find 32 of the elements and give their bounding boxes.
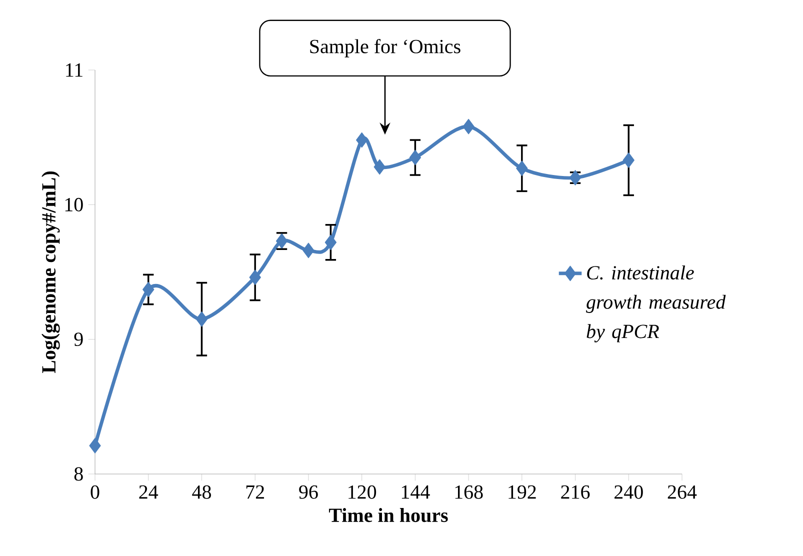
y-tick-label: 10 xyxy=(65,198,83,212)
point xyxy=(409,150,422,166)
legend-label: C. intestinale growth measured by qPCR xyxy=(586,265,726,342)
x-tick-label: 48 xyxy=(192,485,211,499)
x-tick-label: 24 xyxy=(139,485,158,499)
x-tick-label: 240 xyxy=(614,485,643,499)
x-tick-label: 168 xyxy=(455,485,483,499)
point xyxy=(356,132,368,148)
point xyxy=(374,159,386,175)
y-tick-label: 8 xyxy=(74,467,83,481)
x-tick-label: 216 xyxy=(561,485,590,499)
text: Sample for ‘Omics xyxy=(310,39,460,58)
x-tick-label: 120 xyxy=(348,485,376,499)
point xyxy=(302,242,314,258)
y-axis-title: Log(genome copy#/mL) xyxy=(42,172,60,374)
point xyxy=(462,118,474,134)
point xyxy=(324,234,337,250)
point xyxy=(622,152,634,168)
point xyxy=(196,311,208,327)
x-tick-label: 96 xyxy=(299,485,318,499)
y-tick-label: 11 xyxy=(66,63,82,77)
x-tick-label: 264 xyxy=(668,485,697,499)
x-tick-label: 72 xyxy=(246,485,264,499)
y-tick-label: 9 xyxy=(74,332,83,346)
x-tick-label: 0 xyxy=(90,485,100,499)
x-axis-title: Time in hours xyxy=(328,508,448,522)
point xyxy=(142,282,154,298)
x-tick-label: 144 xyxy=(402,485,430,499)
point xyxy=(89,438,101,454)
point xyxy=(249,270,261,286)
point xyxy=(516,160,528,176)
x-tick-label: 192 xyxy=(508,485,536,499)
